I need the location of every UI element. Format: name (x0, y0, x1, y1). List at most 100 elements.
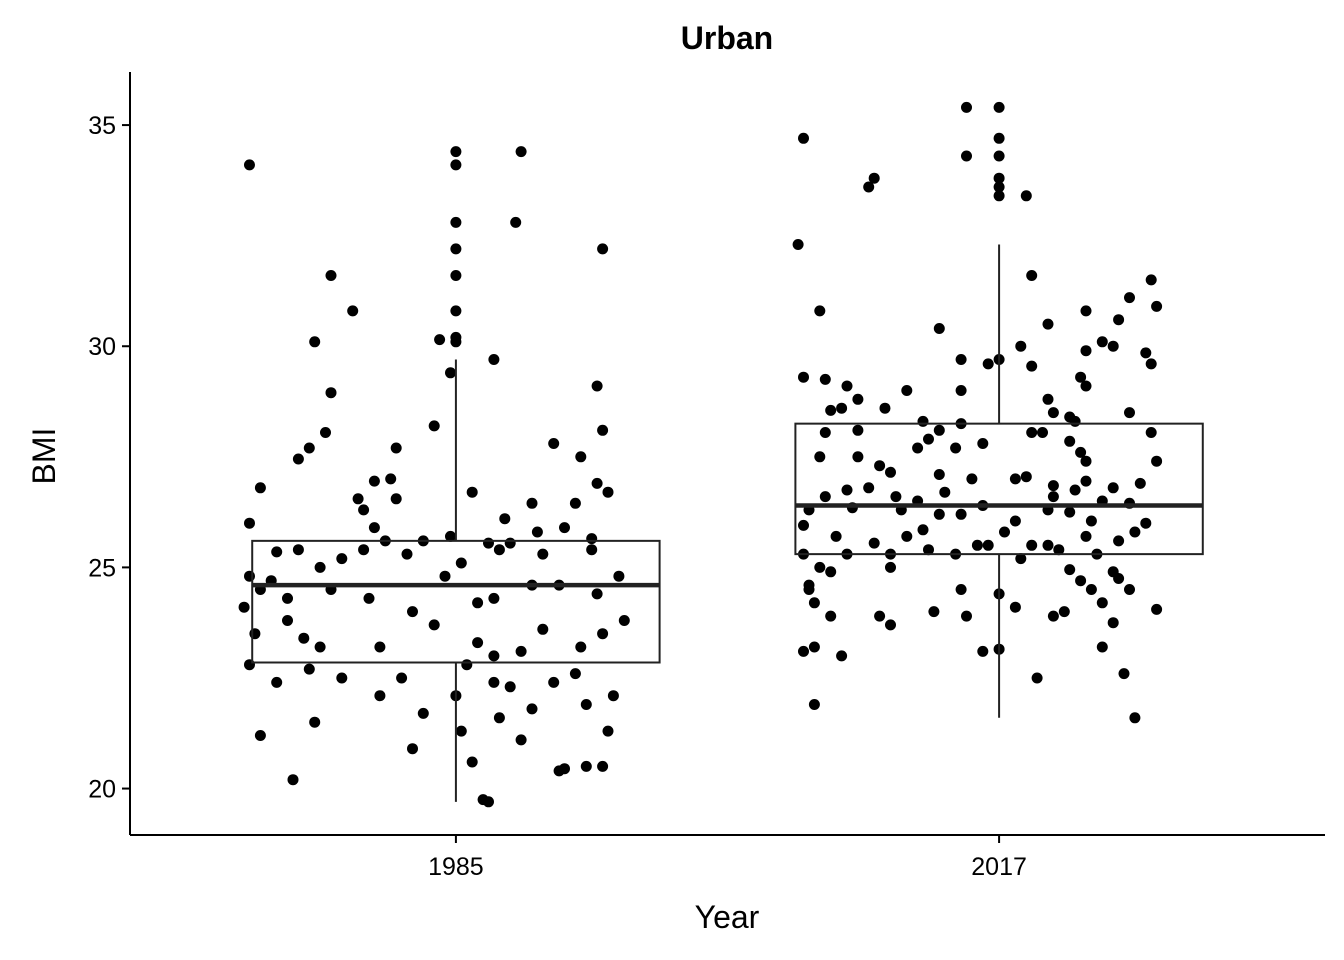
data-point-78 (298, 632, 310, 644)
data-point-177 (852, 451, 864, 463)
iqr-box (251, 539, 661, 664)
data-point-184 (814, 451, 826, 463)
data-point-254 (961, 610, 972, 622)
data-point-46 (504, 537, 516, 549)
y-tick-label-35: 35 (88, 112, 116, 140)
data-point-244 (803, 584, 815, 595)
data-point-176 (1145, 427, 1157, 438)
data-point-248 (1113, 573, 1125, 584)
data-point-253 (928, 606, 940, 618)
data-point-8 (244, 159, 255, 171)
plot-area (238, 101, 1204, 808)
data-point-239 (885, 561, 896, 573)
data-point-41 (368, 522, 380, 534)
data-point-107 (526, 703, 538, 715)
data-point-262 (798, 645, 809, 657)
data-point-181 (1075, 446, 1087, 458)
data-point-131 (792, 239, 804, 250)
data-point-26 (548, 438, 560, 449)
data-point-133 (1145, 274, 1157, 286)
x-axis: 1985 2017 (130, 834, 1325, 881)
data-point-96 (504, 681, 516, 693)
data-point-52 (336, 553, 348, 565)
data-point-265 (977, 645, 989, 657)
data-point-56 (493, 544, 505, 556)
data-point-125 (961, 101, 972, 113)
data-point-119 (993, 101, 1005, 113)
data-point-162 (1042, 393, 1054, 405)
data-point-85 (537, 623, 549, 635)
data-point-5 (450, 305, 462, 317)
data-point-209 (933, 508, 945, 520)
data-point-10 (510, 216, 522, 228)
data-point-210 (955, 508, 967, 520)
data-point-13 (347, 305, 359, 317)
data-point-86 (575, 641, 587, 653)
data-point-241 (1075, 575, 1087, 587)
data-point-100 (254, 730, 266, 741)
data-point-154 (1075, 371, 1087, 383)
data-point-76 (249, 628, 261, 640)
data-point-2 (450, 216, 462, 228)
data-point-145 (1140, 347, 1152, 359)
data-point-17 (488, 354, 500, 365)
data-point-35 (390, 493, 402, 505)
data-point-106 (515, 734, 527, 746)
data-point-20 (428, 420, 440, 432)
jitter-points (238, 101, 1163, 808)
data-point-25 (390, 442, 402, 454)
data-point-136 (814, 305, 826, 317)
data-point-160 (825, 404, 837, 416)
data-point-261 (1107, 617, 1119, 629)
data-point-18 (591, 380, 603, 392)
data-point-198 (890, 491, 902, 503)
data-point-250 (808, 597, 820, 609)
data-point-72 (591, 588, 603, 600)
data-point-211 (1009, 515, 1021, 527)
data-point-16 (445, 367, 456, 379)
data-point-102 (374, 690, 386, 702)
data-point-270 (808, 699, 820, 710)
boxplot-1985 (251, 359, 661, 802)
data-point-95 (488, 676, 500, 688)
data-point-97 (548, 676, 560, 688)
data-point-37 (499, 513, 511, 525)
data-point-196 (841, 484, 853, 496)
data-point-171 (923, 433, 934, 445)
data-point-163 (1047, 407, 1059, 419)
data-point-66 (407, 606, 418, 618)
data-point-47 (531, 526, 543, 538)
data-point-220 (917, 524, 929, 536)
data-point-92 (396, 672, 408, 684)
data-point-58 (586, 544, 598, 556)
data-point-67 (439, 570, 451, 582)
data-point-195 (819, 491, 831, 503)
data-point-69 (488, 592, 500, 604)
data-point-1 (450, 159, 462, 171)
data-point-222 (999, 526, 1010, 538)
data-point-112 (466, 756, 478, 768)
data-point-105 (493, 712, 505, 724)
data-point-158 (852, 393, 864, 405)
data-point-245 (955, 584, 967, 595)
data-point-19 (325, 387, 337, 399)
data-point-150 (1145, 358, 1157, 370)
data-point-55 (455, 557, 467, 569)
data-point-141 (1096, 336, 1108, 348)
data-point-23 (292, 453, 304, 465)
data-point-21 (597, 424, 609, 436)
data-point-50 (271, 546, 283, 558)
data-point-99 (607, 690, 619, 702)
data-point-215 (1140, 517, 1152, 529)
data-point-110 (287, 774, 299, 786)
data-point-183 (1151, 455, 1163, 467)
data-point-156 (901, 385, 913, 396)
data-point-124 (993, 190, 1005, 202)
x-tick-label-1985: 1985 (428, 853, 484, 881)
data-point-232 (971, 539, 983, 551)
data-point-155 (1080, 380, 1092, 392)
data-point-83 (488, 650, 500, 662)
data-point-33 (602, 486, 614, 498)
data-point-91 (336, 672, 348, 684)
data-point-271 (1129, 712, 1141, 724)
